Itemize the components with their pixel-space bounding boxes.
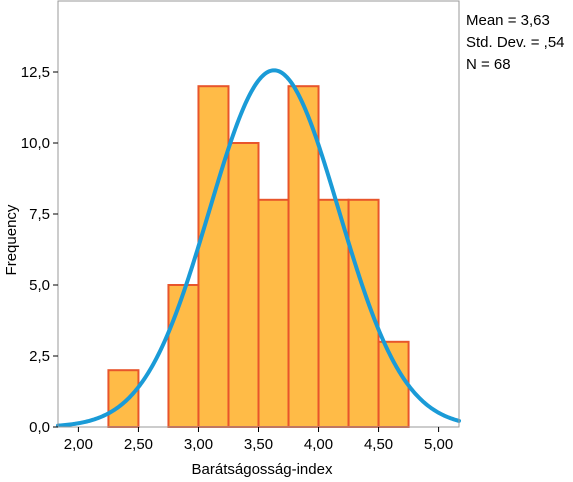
x-tick-label: 2,00: [64, 436, 93, 453]
histogram-bars: [107, 85, 410, 429]
stats-legend: Mean = 3,63 Std. Dev. = ,54 N = 68: [466, 10, 565, 76]
y-tick-label: 0,0: [29, 419, 50, 436]
std-dev-stat: Std. Dev. = ,54: [466, 34, 565, 51]
histogram-bar-2: [167, 284, 200, 428]
x-tick-label: 2,50: [124, 436, 153, 453]
mean-stat: Mean = 3,63: [466, 12, 550, 29]
y-tick-label: 7,5: [29, 206, 50, 223]
normal-curve: [56, 68, 461, 428]
histogram-bar-6: [287, 85, 320, 428]
x-tick-label: 4,00: [304, 436, 333, 453]
y-tick-label: 12,5: [21, 64, 50, 81]
x-tick-label: 3,00: [184, 436, 213, 453]
histogram-bar-5: [257, 198, 290, 428]
x-tick-label: 5,00: [424, 436, 453, 453]
histogram-bar-3: [197, 85, 230, 428]
histogram-bar-9: [377, 340, 410, 428]
y-tick-label: 5,0: [29, 277, 50, 294]
y-tick-label: 10,0: [21, 135, 50, 152]
y-axis-label: Frequency: [3, 204, 20, 275]
histogram-bar-1: [107, 369, 140, 429]
histogram-bar-4: [227, 142, 260, 428]
y-tick-label: 2,5: [29, 348, 50, 365]
x-tick-label: 3,50: [244, 436, 273, 453]
x-axis-label: Barátságosság-index: [192, 461, 333, 478]
x-tick-label: 4,50: [364, 436, 393, 453]
n-stat: N = 68: [466, 56, 511, 73]
